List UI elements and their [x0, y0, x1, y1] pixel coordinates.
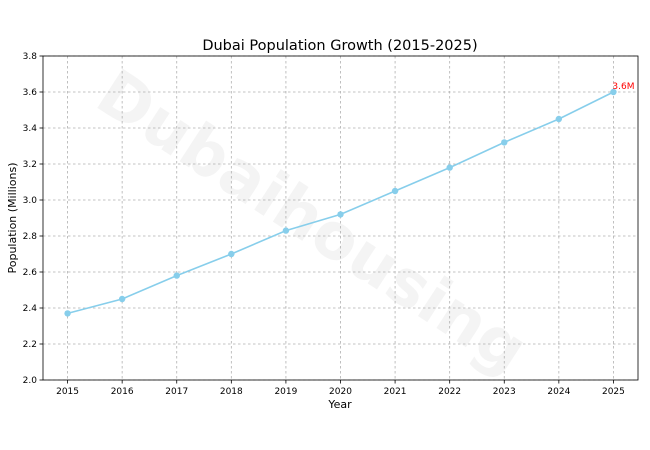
y-axis-label: Population (Millions) — [6, 162, 19, 273]
data-point — [228, 250, 235, 258]
x-tick-label: 2022 — [438, 387, 461, 397]
x-tick-label: 2023 — [493, 387, 516, 397]
series-layer: 3.6M — [64, 82, 635, 317]
y-tick-label: 2.0 — [23, 376, 38, 386]
x-tick-label: 2021 — [384, 387, 407, 397]
x-tick-label: 2016 — [111, 387, 134, 397]
data-point — [118, 295, 126, 303]
data-point — [337, 211, 344, 218]
chart-title: Dubai Population Growth (2015-2025) — [202, 38, 477, 54]
plot-frame — [42, 55, 639, 381]
x-tick-label: 2024 — [547, 387, 570, 397]
x-tick-label: 2025 — [602, 387, 625, 397]
y-tick-label: 3.4 — [23, 124, 38, 134]
grid-layer — [43, 55, 638, 381]
y-tick-label: 3.0 — [23, 196, 38, 206]
y-tick-label: 2.8 — [23, 232, 38, 242]
x-tick-label: 2017 — [165, 387, 188, 397]
data-point — [446, 164, 453, 171]
y-tick-label: 3.6 — [23, 88, 38, 98]
y-tick-label: 2.4 — [23, 304, 38, 314]
axes-layer: 2.0 2.2 2.4 2.6 2.8 3.0 3.2 3.4 3.6 3.8 2015 2016 20… — [23, 52, 639, 397]
x-tick-label: 2018 — [220, 387, 243, 397]
annotation-label: 3.6M — [612, 82, 634, 92]
data-point — [555, 115, 563, 123]
y-tick-label: 3.2 — [23, 160, 37, 170]
data-point — [501, 139, 508, 146]
x-tick-label: 2019 — [274, 387, 297, 397]
y-tick-label: 2.6 — [23, 268, 38, 278]
data-point — [64, 310, 71, 317]
data-point — [391, 187, 399, 195]
data-point — [282, 227, 290, 234]
data-point — [610, 88, 617, 96]
y-tick-label: 2.2 — [23, 340, 37, 350]
y-tick-label: 3.8 — [23, 52, 38, 62]
x-axis-label: Year — [327, 398, 352, 411]
data-point — [173, 272, 180, 279]
x-tick-label: 2020 — [329, 387, 352, 397]
x-tick-label: 2015 — [56, 387, 79, 397]
